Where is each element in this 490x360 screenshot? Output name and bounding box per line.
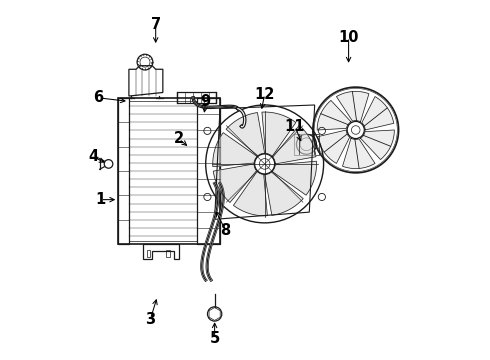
Polygon shape [343,138,375,168]
Polygon shape [318,130,350,163]
Polygon shape [362,96,394,130]
Text: 7: 7 [150,17,161,32]
Text: 8: 8 [220,222,230,238]
Text: 12: 12 [254,87,275,102]
Polygon shape [337,91,369,122]
Polygon shape [213,133,257,167]
Text: 6: 6 [94,90,103,105]
Text: 4: 4 [88,149,98,164]
Polygon shape [361,130,394,159]
Polygon shape [213,164,257,202]
Text: 3: 3 [145,312,155,327]
Bar [147,249,150,257]
Bar [294,134,319,155]
Text: 5: 5 [210,332,220,346]
Polygon shape [233,171,268,216]
Polygon shape [226,113,265,156]
Bar [177,93,217,103]
Text: 10: 10 [338,30,359,45]
Text: 11: 11 [285,119,305,134]
Polygon shape [273,125,316,164]
Text: 9: 9 [200,94,211,109]
Polygon shape [262,112,296,157]
Text: 2: 2 [174,131,184,147]
Text: 1: 1 [95,192,105,207]
Polygon shape [265,172,303,215]
Bar [167,249,170,257]
Polygon shape [272,161,317,195]
Polygon shape [317,100,351,130]
